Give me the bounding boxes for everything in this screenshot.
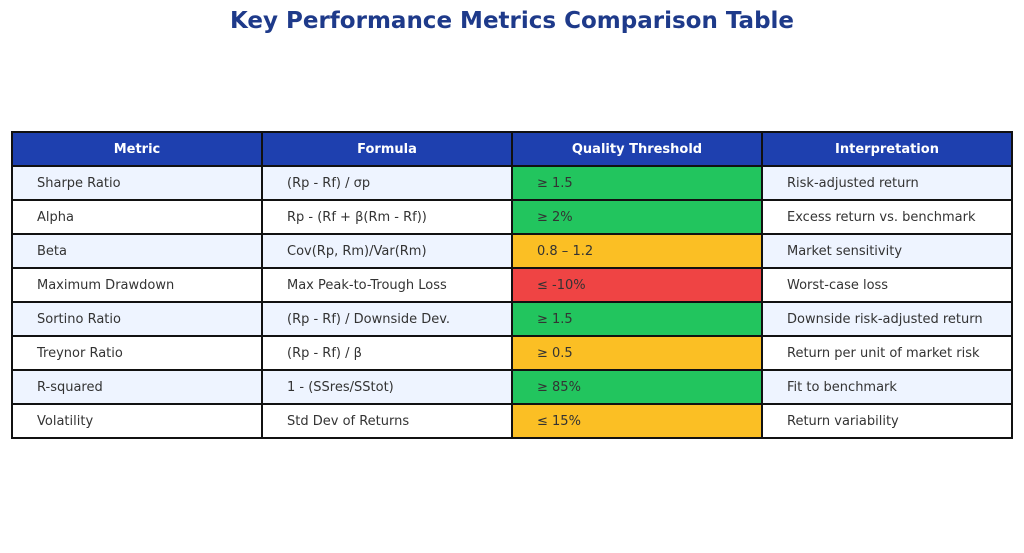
metrics-table: Metric Formula Quality Threshold Interpr… — [11, 131, 1013, 439]
cell-formula: 1 - (SSres/SStot) — [261, 369, 513, 405]
cell-formula: (Rp - Rf) / Downside Dev. — [261, 301, 513, 337]
table-row: Sharpe Ratio (Rp - Rf) / σp ≥ 1.5 Risk-adju… — [11, 165, 1013, 201]
table-body: Sharpe Ratio (Rp - Rf) / σp ≥ 1.5 Risk-adju… — [11, 165, 1013, 439]
cell-formula: Std Dev of Returns — [261, 403, 513, 439]
cell-interpretation: Market sensitivity — [761, 233, 1013, 269]
cell-metric: R-squared — [11, 369, 263, 405]
table-row: R-squared 1 - (SSres/SStot) ≥ 85% Fit to be… — [11, 369, 1013, 405]
column-header-quality-threshold: Quality Threshold — [511, 131, 763, 167]
cell-interpretation: Downside risk-adjusted return — [761, 301, 1013, 337]
cell-quality-threshold: ≥ 2% — [511, 199, 763, 235]
cell-formula: Cov(Rp, Rm)/Var(Rm) — [261, 233, 513, 269]
cell-quality-threshold: 0.8 – 1.2 — [511, 233, 763, 269]
cell-interpretation: Fit to benchmark — [761, 369, 1013, 405]
cell-interpretation: Excess return vs. benchmark — [761, 199, 1013, 235]
page-title: Key Performance Metrics Comparison Table — [229, 8, 795, 34]
cell-metric: Treynor Ratio — [11, 335, 263, 371]
cell-quality-threshold: ≥ 1.5 — [511, 165, 763, 201]
column-header-interpretation: Interpretation — [761, 131, 1013, 167]
cell-metric: Alpha — [11, 199, 263, 235]
cell-quality-threshold: ≥ 1.5 — [511, 301, 763, 337]
cell-quality-threshold: ≤ -10% — [511, 267, 763, 303]
table-row: Beta Cov(Rp, Rm)/Var(Rm) 0.8 – 1.2 Market s… — [11, 233, 1013, 269]
table-row: Volatility Std Dev of Returns ≤ 15% Return … — [11, 403, 1013, 439]
cell-interpretation: Return per unit of market risk — [761, 335, 1013, 371]
cell-formula: (Rp - Rf) / σp — [261, 165, 513, 201]
cell-formula: (Rp - Rf) / β — [261, 335, 513, 371]
cell-formula: Max Peak-to-Trough Loss — [261, 267, 513, 303]
table-row: Maximum Drawdown Max Peak-to-Trough Loss ≤… — [11, 267, 1013, 303]
cell-metric: Sortino Ratio — [11, 301, 263, 337]
cell-interpretation: Risk-adjusted return — [761, 165, 1013, 201]
table-row: Sortino Ratio (Rp - Rf) / Downside Dev. ≥ … — [11, 301, 1013, 337]
header-row: Metric Formula Quality Threshold Interpr… — [11, 131, 1013, 167]
cell-interpretation: Worst-case loss — [761, 267, 1013, 303]
cell-quality-threshold: ≤ 15% — [511, 403, 763, 439]
column-header-metric: Metric — [11, 131, 263, 167]
cell-quality-threshold: ≥ 0.5 — [511, 335, 763, 371]
cell-quality-threshold: ≥ 85% — [511, 369, 763, 405]
cell-metric: Maximum Drawdown — [11, 267, 263, 303]
cell-interpretation: Return variability — [761, 403, 1013, 439]
column-header-formula: Formula — [261, 131, 513, 167]
cell-metric: Sharpe Ratio — [11, 165, 263, 201]
table-row: Alpha Rp - (Rf + β(Rm - Rf)) ≥ 2% Excess re… — [11, 199, 1013, 235]
table-header: Metric Formula Quality Threshold Interpr… — [11, 131, 1013, 167]
cell-metric: Volatility — [11, 403, 263, 439]
cell-formula: Rp - (Rf + β(Rm - Rf)) — [261, 199, 513, 235]
cell-metric: Beta — [11, 233, 263, 269]
table-row: Treynor Ratio (Rp - Rf) / β ≥ 0.5 Return pe… — [11, 335, 1013, 371]
